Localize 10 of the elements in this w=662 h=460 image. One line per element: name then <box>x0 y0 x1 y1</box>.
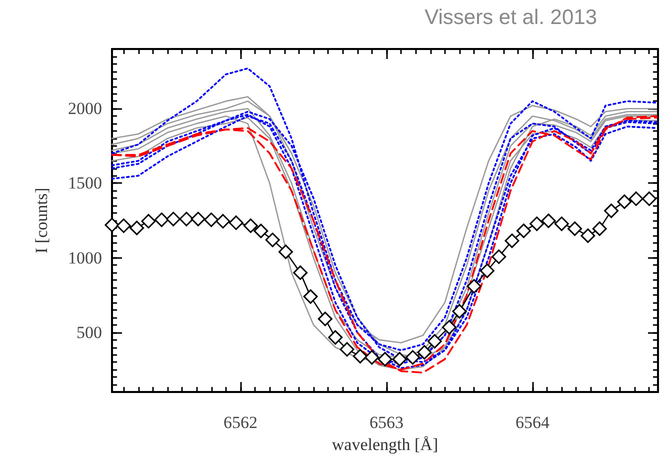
x-tick-label: 6564 <box>515 413 550 432</box>
x-axis-title: wavelength [Å] <box>332 434 438 454</box>
chart-title: Vissers et al. 2013 <box>424 6 598 29</box>
y-tick-label: 1000 <box>68 248 102 268</box>
y-tick-label: 2000 <box>68 99 102 118</box>
y-tick-label: 500 <box>76 322 102 342</box>
x-tick-label: 6562 <box>223 413 258 432</box>
y-axis-title: I [counts] <box>32 188 51 254</box>
x-tick-label: 6563 <box>369 413 404 432</box>
y-tick-label: 1500 <box>68 174 102 193</box>
